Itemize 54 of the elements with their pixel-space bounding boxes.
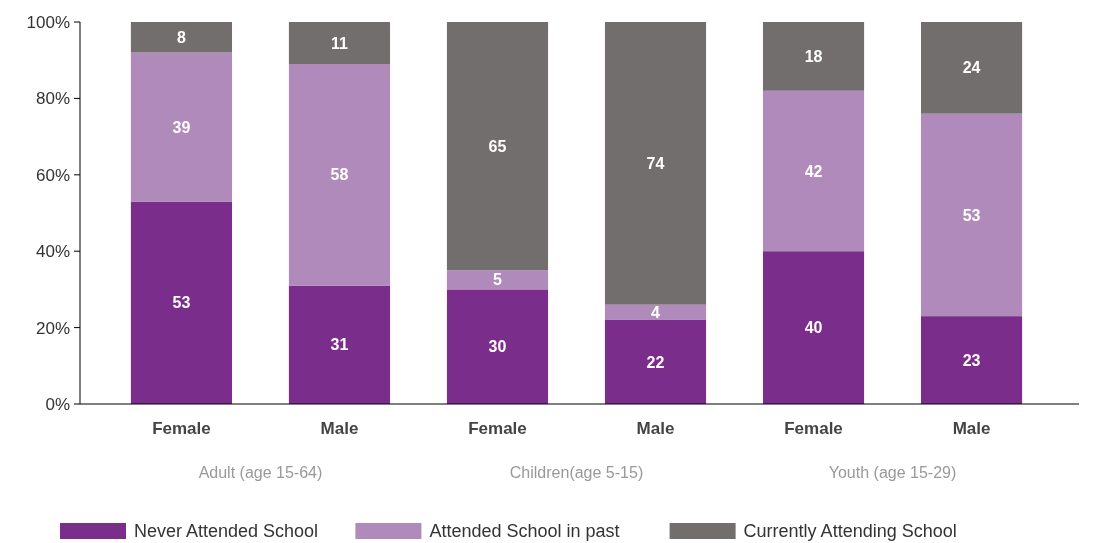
text: Youth (age 15-29) [828,464,957,481]
y-tick-label: 100% [26,12,70,32]
bar [130,52,233,202]
text: Children(age 5-15) [509,464,644,481]
y-tick-label: 80% [35,89,70,109]
data-label: 53 [962,206,981,224]
data-label: 53 [172,294,191,312]
bar [920,113,1023,317]
bar [762,90,865,252]
legend-label: Currently Attending School [743,521,957,541]
bar [604,319,707,404]
data-label: 4 [651,303,661,321]
bar [604,304,707,320]
data-label: 22 [646,353,665,371]
bar [920,22,1023,114]
bar [288,22,391,65]
bar [446,270,549,290]
bar [446,289,549,404]
data-label: 24 [962,59,981,77]
x-tick-label: Female [784,419,843,438]
bar [288,285,391,404]
bar [762,251,865,404]
y-tick-label: 20% [35,318,70,338]
data-label: 39 [172,118,191,136]
data-label: 8 [177,28,186,46]
data-label: 40 [804,319,823,337]
bar [130,201,233,404]
data-label: 11 [331,34,349,52]
x-tick-label: Male [320,419,359,438]
legend-label: Never Attended School [134,521,319,541]
x-tick-label: Male [636,419,675,438]
x-tick-label: Female [468,419,527,438]
data-label: 23 [962,351,981,369]
data-label: 5 [493,271,503,289]
data-label: 18 [804,47,823,65]
bar [762,22,865,91]
bar [446,22,549,271]
legend-label: Attended School in past [429,521,620,541]
bar [130,22,233,53]
y-tick-label: 0% [45,394,70,414]
data-label: 42 [804,162,823,180]
data-label: 58 [330,166,349,184]
x-tick-label: Male [952,419,991,438]
data-label: 65 [488,137,507,155]
data-label: 31 [330,336,349,354]
x-tick-label: Female [152,419,211,438]
data-label: 74 [646,154,665,172]
bar [920,316,1023,404]
y-tick-label: 40% [35,242,70,262]
data-label: 30 [488,338,507,356]
bar [604,22,707,305]
y-tick-label: 60% [35,165,70,185]
bar [288,64,391,286]
text: Adult (age 15-64) [198,464,323,481]
